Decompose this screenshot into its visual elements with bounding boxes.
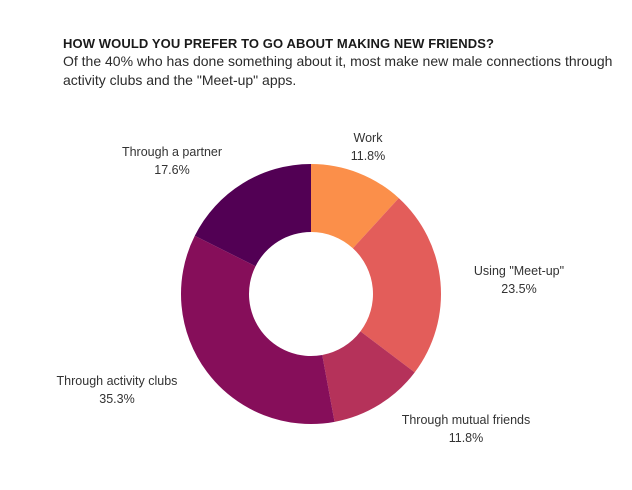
slice-2 xyxy=(322,331,415,422)
slice-value-1: 23.5% xyxy=(501,282,536,296)
slice-label-4: Through a partner xyxy=(122,145,222,159)
chart-subtitle: Of the 40% who has done something about … xyxy=(63,53,613,88)
slice-value-2: 11.8% xyxy=(449,431,484,445)
slice-value-0: 11.8% xyxy=(351,149,386,163)
slice-4 xyxy=(194,164,311,267)
slice-label-1: Using "Meet-up" xyxy=(474,264,564,278)
slice-label-2: Through mutual friends xyxy=(402,413,531,427)
slice-1 xyxy=(352,198,441,373)
slice-0 xyxy=(311,164,399,249)
slice-3 xyxy=(180,235,335,424)
slice-value-3: 35.3% xyxy=(99,392,134,406)
slice-label-3: Through activity clubs xyxy=(57,374,178,388)
chart-title: HOW WOULD YOU PREFER TO GO ABOUT MAKING … xyxy=(63,36,495,51)
slice-value-4: 17.6% xyxy=(154,163,189,177)
slice-label-0: Work xyxy=(354,131,384,145)
